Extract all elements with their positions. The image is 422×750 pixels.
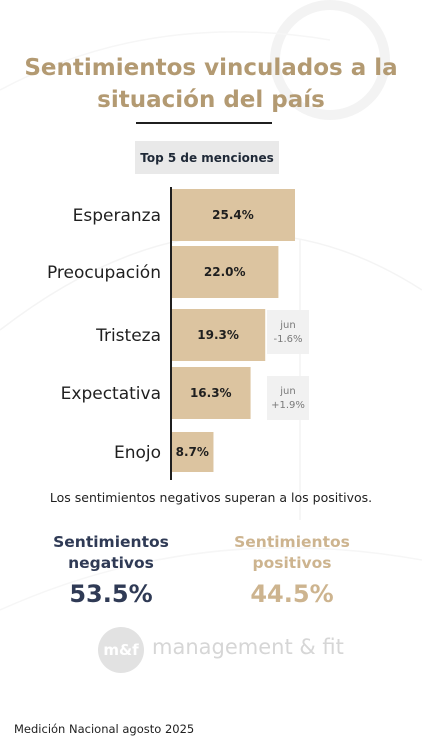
annotation-text: jun	[279, 386, 295, 397]
bar-value-label: 8.7%	[176, 445, 209, 459]
bar-4	[171, 367, 251, 419]
bar-value-label: 16.3%	[190, 386, 232, 400]
bar-2	[171, 246, 279, 298]
bar-value-label: 19.3%	[197, 328, 239, 342]
bar-5	[171, 432, 214, 472]
bar-3	[171, 309, 266, 361]
summary-negative-label: Sentimientos negativos	[53, 533, 169, 572]
bar-value-label: 22.0%	[204, 265, 246, 279]
annotation-box	[267, 376, 309, 420]
annotation-text: +1.9%	[271, 400, 305, 411]
summary-positive-value: 44.5%	[250, 580, 334, 608]
brand-logo: m&f management & fit	[98, 627, 358, 673]
page-title: Sentimientos vinculados a la situación d…	[24, 55, 398, 113]
category-label: Expectativa	[61, 384, 161, 404]
category-label: Preocupación	[47, 263, 161, 283]
annotation-text: jun	[279, 320, 295, 331]
summary-negative: Sentimientos negativos 53.5%	[26, 532, 196, 608]
annotation-box	[267, 310, 309, 354]
annotation-text: -1.6%	[273, 334, 302, 345]
category-label: Esperanza	[73, 206, 161, 226]
footer-text: Medición Nacional agosto 2025	[14, 722, 195, 736]
category-label: Tristeza	[95, 326, 161, 346]
summary-positive: Sentimientos positivos 44.5%	[207, 532, 377, 608]
bar-chart: 25.4% Esperanza 22.0% Preocupación 19.3% Tris…	[47, 187, 309, 480]
category-label: Enojo	[114, 443, 161, 463]
title-underline	[136, 122, 272, 124]
top5-chip: Top 5 de menciones	[135, 141, 279, 174]
summary-negative-value: 53.5%	[69, 580, 153, 608]
chart-note: Los sentimientos negativos superan a los…	[49, 490, 373, 505]
summary-positive-label: Sentimientos positivos	[234, 533, 350, 572]
bar-1	[171, 189, 295, 241]
logo-mark: m&f	[98, 627, 144, 673]
bar-value-label: 25.4%	[212, 208, 254, 222]
logo-wordmark: management & fit	[152, 635, 344, 659]
